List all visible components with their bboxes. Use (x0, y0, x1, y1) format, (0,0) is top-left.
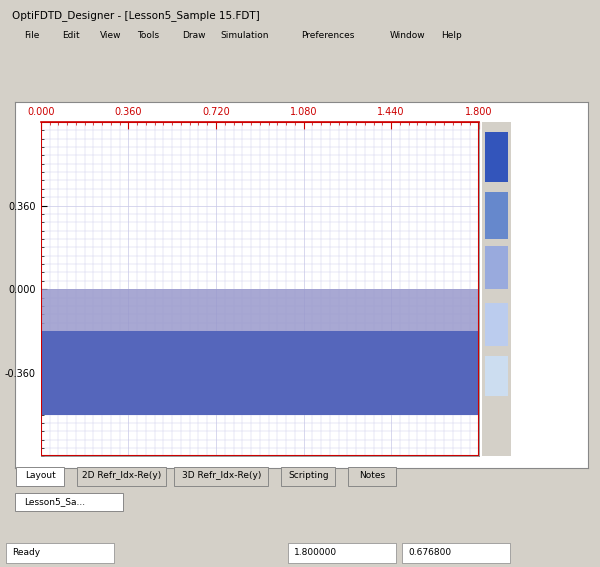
Text: Draw: Draw (182, 31, 206, 40)
Bar (77, 467, 166, 486)
Bar (485, 192, 508, 239)
Text: Tools: Tools (137, 31, 160, 40)
Text: Window: Window (389, 31, 425, 40)
Text: Scripting: Scripting (288, 471, 329, 480)
Text: 2D Refr_Idx-Re(y): 2D Refr_Idx-Re(y) (82, 471, 162, 480)
Bar (6, 543, 114, 562)
Bar (174, 467, 268, 486)
Text: Lesson5_Sa...: Lesson5_Sa... (25, 497, 86, 506)
Text: 0.676800: 0.676800 (408, 548, 451, 557)
Bar (41, 289, 479, 331)
Text: 3D Refr_Idx-Re(y): 3D Refr_Idx-Re(y) (182, 471, 261, 480)
Text: Notes: Notes (359, 471, 385, 480)
Text: Edit: Edit (62, 31, 79, 40)
Text: View: View (100, 31, 121, 40)
Bar (16, 467, 64, 486)
Bar (281, 467, 335, 486)
Text: 1.800000: 1.800000 (294, 548, 337, 557)
Text: File: File (24, 31, 40, 40)
Bar (485, 246, 508, 289)
Bar (402, 543, 510, 562)
Bar (41, 331, 479, 414)
Bar (288, 543, 396, 562)
Text: Simulation: Simulation (220, 31, 269, 40)
Bar (15, 493, 123, 511)
Bar (485, 132, 508, 182)
Text: Ready: Ready (12, 548, 40, 557)
Bar (347, 467, 396, 486)
Bar (485, 303, 508, 346)
Text: Layout: Layout (25, 471, 56, 480)
Text: Preferences: Preferences (301, 31, 355, 40)
Bar (485, 356, 508, 396)
Text: OptiFDTD_Designer - [Lesson5_Sample 15.FDT]: OptiFDTD_Designer - [Lesson5_Sample 15.F… (12, 10, 260, 20)
Text: Help: Help (442, 31, 463, 40)
